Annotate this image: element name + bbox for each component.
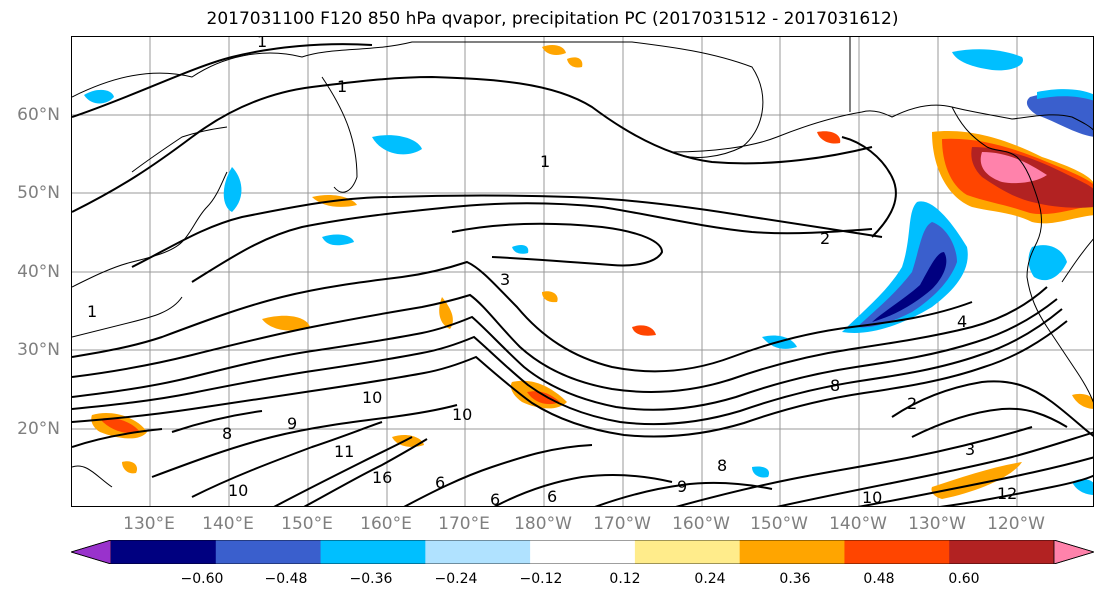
contour-label: 3 [500,270,510,289]
graticule [72,37,1093,506]
colorbar-tick-label: 0.36 [779,571,811,587]
contour-label: 8 [830,376,840,395]
colorbar-tick-label: 0.60 [948,571,980,587]
lat-label: 60°N [17,105,60,125]
qvapor-contours [72,43,1093,506]
coastlines [72,37,1093,488]
colorbar-segment [949,540,1055,564]
colorbar [71,540,1094,564]
lon-label: 140°E [202,514,254,534]
lon-label: 120°W [987,514,1045,534]
colorbar-tick-label: −0.12 [519,571,563,587]
lon-label: 160°E [360,514,412,534]
lat-label: 50°N [17,183,60,203]
colorbar-tick-label: −0.36 [349,571,393,587]
contour-label: 8 [717,456,727,475]
colorbar-segment [530,540,636,564]
contour-label: 1 [87,302,97,321]
precip-shading [84,45,1093,499]
colorbar-segment [634,540,741,564]
contour-labels: 1 1 1 1 2 2 3 3 4 6 6 6 8 8 8 9 9 10 10 … [87,37,1017,507]
colorbar-tick-label: −0.60 [180,571,224,587]
contour-label: 10 [452,405,472,424]
contour-label: 1 [257,37,267,51]
contour-label: 1 [337,77,347,96]
negative-anomaly-ne [1026,92,1093,137]
lat-label: 30°N [17,340,60,360]
lon-label: 140°W [829,514,887,534]
contour-label: 8 [222,424,232,443]
lon-label: 150°W [750,514,808,534]
map-title: 2017031100 F120 850 hPa qvapor, precipit… [206,9,899,29]
colorbar-tick-label: 0.12 [609,571,641,587]
contour-label: 9 [287,414,297,433]
contour-label: 16 [372,468,392,487]
lon-label: 160°W [672,514,730,534]
lon-label: 130°E [123,514,175,534]
colorbar-segments [71,540,1094,564]
contour-label: 2 [907,394,917,413]
contour-label: 10 [228,481,248,500]
lon-label: 170°W [593,514,651,534]
lon-label: 170°E [438,514,490,534]
colorbar-segment [739,540,845,564]
contour-label: 4 [957,312,967,331]
contour-label: 1 [540,152,550,171]
lon-label: 180°W [514,514,572,534]
lat-label: 40°N [17,262,60,282]
colorbar-tick-label: −0.24 [434,571,478,587]
contour-label: 10 [862,488,882,507]
contour-label: 6 [435,473,445,492]
contour-label: 3 [965,440,975,459]
lat-label: 20°N [17,419,60,439]
contour-label: 9 [677,477,687,496]
map-svg: 1 1 1 1 2 2 3 3 4 6 6 6 8 8 8 9 9 10 10 … [72,37,1093,507]
colorbar-tick-label: 0.24 [694,571,726,587]
contour-label: 2 [820,229,830,248]
contour-label: 10 [362,388,382,407]
contour-label: 11 [334,442,354,461]
colorbar-segment [320,540,426,564]
contour-label: 6 [547,487,557,506]
contour-label: 6 [490,490,500,507]
contour-label: 12 [997,484,1017,503]
colorbar-segment [111,540,217,564]
colorbar-extend-max [1053,540,1094,564]
colorbar-tick-label: −0.48 [264,571,308,587]
lon-label: 130°W [908,514,966,534]
colorbar-segment [215,540,322,564]
lon-label: 150°E [281,514,333,534]
colorbar-segment [844,540,950,564]
colorbar-segment [425,540,531,564]
map-panel: 1 1 1 1 2 2 3 3 4 6 6 6 8 8 8 9 9 10 10 … [71,36,1094,507]
colorbar-tick-label: 0.48 [863,571,895,587]
colorbar-extend-min [71,540,112,564]
